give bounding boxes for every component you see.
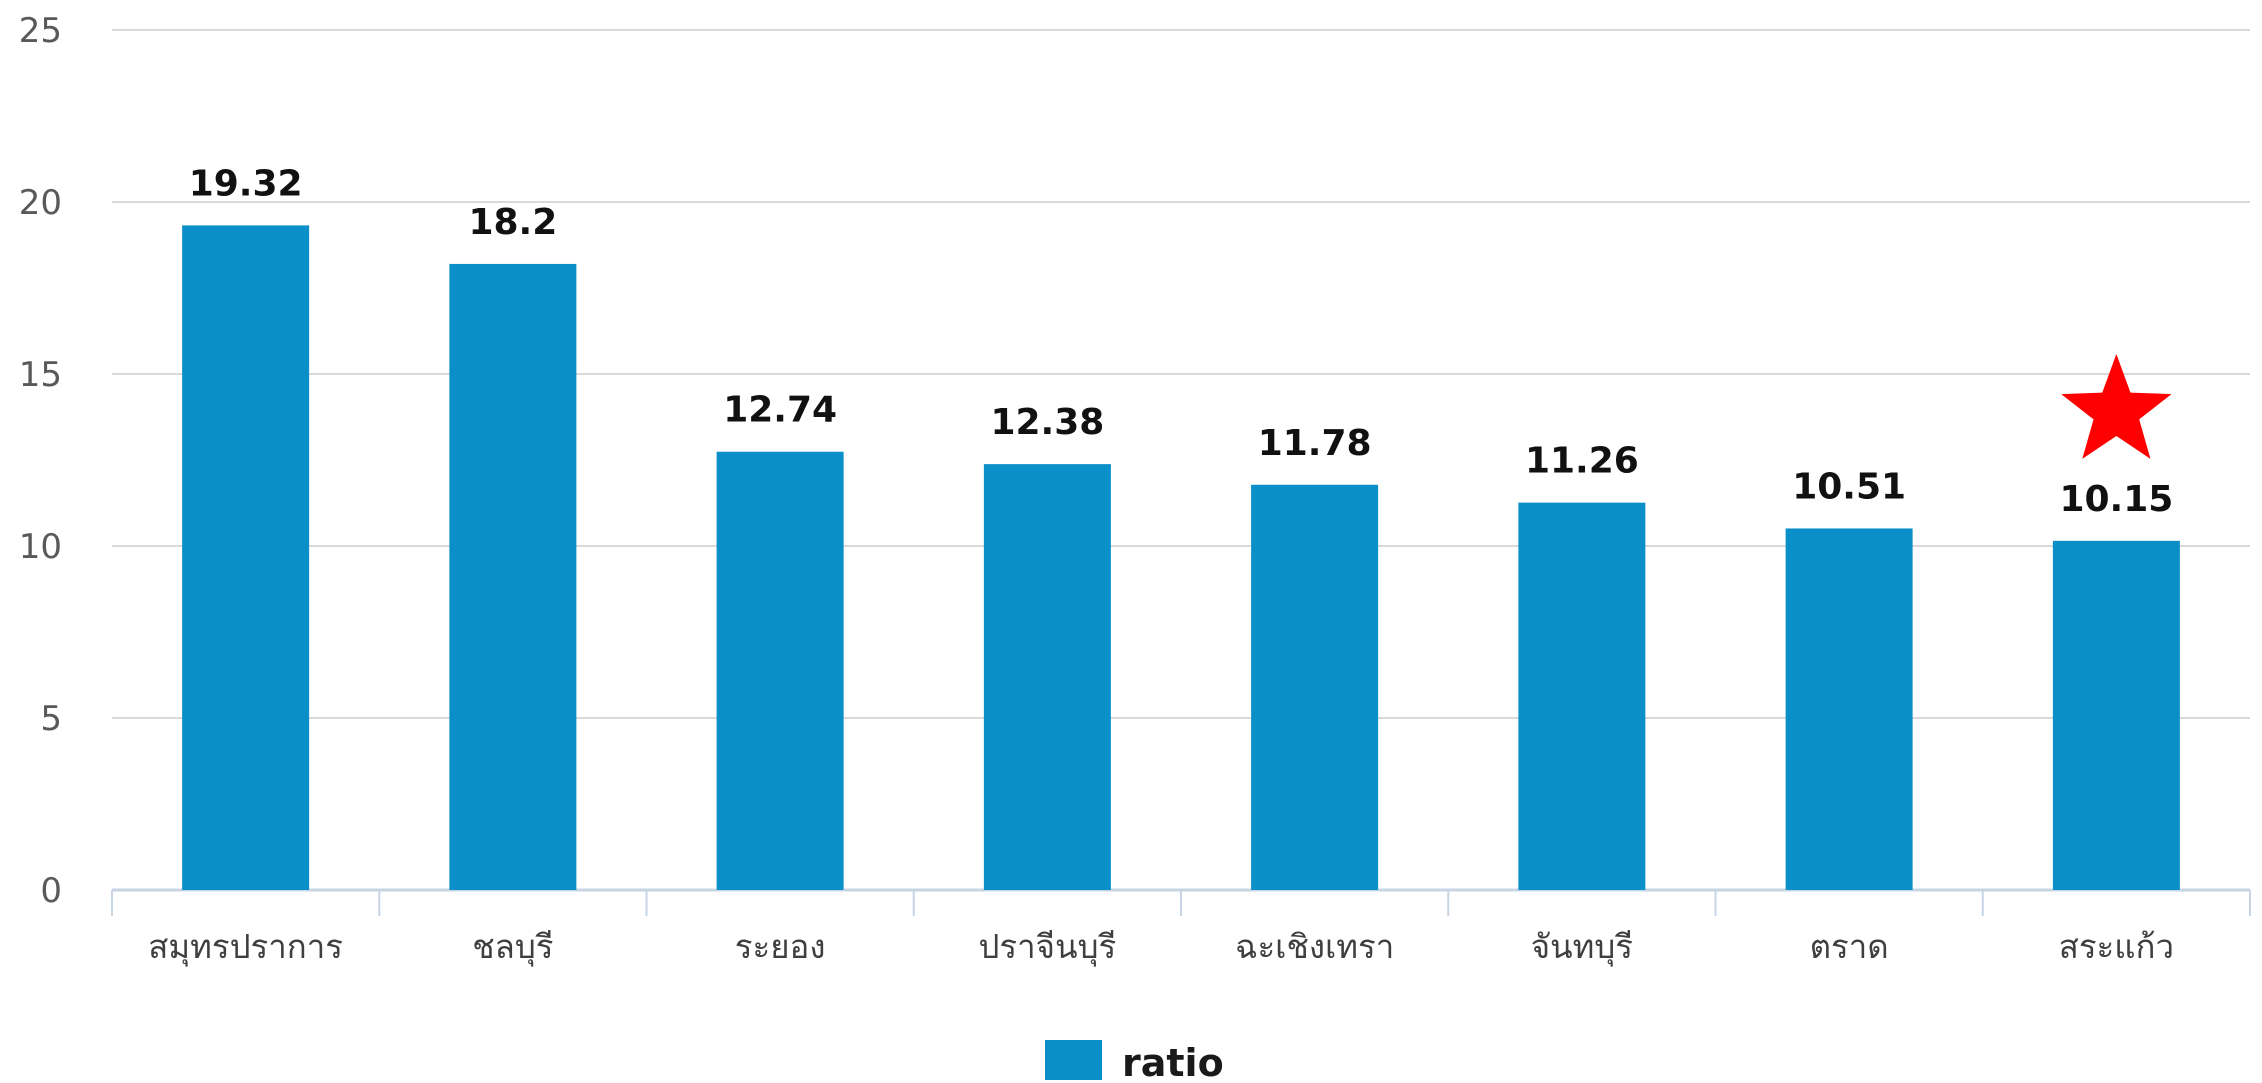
x-tick-label: สมุทรปราการ xyxy=(148,927,343,967)
bar-2 xyxy=(716,451,844,890)
data-label: 19.32 xyxy=(189,163,303,204)
y-tick-label: 0 xyxy=(40,871,62,911)
y-tick-label: 10 xyxy=(19,527,62,567)
y-tick-label: 5 xyxy=(40,699,62,739)
x-tick-label: ระยอง xyxy=(735,927,826,966)
x-tick-label: จันทบุรี xyxy=(1531,927,1633,967)
data-label: 10.15 xyxy=(2059,479,2173,520)
y-tick-label: 20 xyxy=(19,183,62,223)
data-label: 11.78 xyxy=(1258,423,1372,464)
data-label: 11.26 xyxy=(1525,441,1639,482)
data-label: 18.2 xyxy=(468,202,557,243)
y-tick-label: 25 xyxy=(19,11,62,51)
x-tick-label: ชลบุรี xyxy=(472,927,553,967)
bar-0 xyxy=(182,225,310,891)
data-label: 12.74 xyxy=(723,390,837,431)
highlight-star-icon xyxy=(2061,354,2172,459)
data-label: 10.51 xyxy=(1792,466,1906,507)
bar-1 xyxy=(449,263,577,890)
legend-swatch xyxy=(1045,1040,1102,1080)
bar-6 xyxy=(1785,528,1913,890)
legend-label: ratio xyxy=(1122,1041,1224,1083)
bar-7 xyxy=(2052,540,2180,890)
x-tick-label: ปราจีนบุรี xyxy=(978,927,1116,967)
x-tick-label: สระแก้ว xyxy=(2059,927,2174,966)
data-label: 12.38 xyxy=(990,402,1104,443)
bar-5 xyxy=(1518,502,1646,890)
y-tick-label: 15 xyxy=(19,355,62,395)
x-tick-label: ฉะเชิงเทรา xyxy=(1235,927,1394,966)
bar-4 xyxy=(1251,484,1379,890)
x-tick-label: ตราด xyxy=(1810,927,1889,966)
bar-3 xyxy=(983,464,1111,890)
